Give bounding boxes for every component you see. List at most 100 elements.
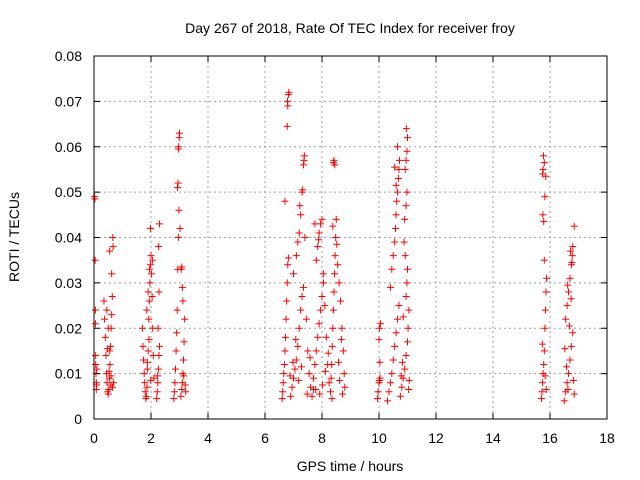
data-point (141, 388, 149, 396)
y-tick-label: 0 (74, 411, 82, 427)
data-point (405, 306, 413, 314)
data-point (109, 243, 117, 251)
data-point (329, 222, 337, 230)
data-point (93, 365, 101, 373)
data-point (403, 147, 411, 155)
data-point (300, 152, 308, 160)
data-points (91, 88, 578, 405)
data-point (568, 258, 576, 266)
data-point (403, 188, 411, 196)
data-point (391, 163, 399, 171)
data-point (283, 297, 291, 305)
data-point (540, 218, 548, 226)
data-point (284, 261, 292, 269)
data-point (278, 395, 286, 403)
data-point (154, 365, 162, 373)
data-point (337, 297, 345, 305)
data-point (294, 238, 302, 246)
data-point (376, 324, 384, 332)
data-point (139, 342, 147, 350)
data-point (331, 270, 339, 278)
data-point (296, 202, 304, 210)
data-point (154, 372, 162, 380)
data-point (153, 388, 161, 396)
data-point (386, 283, 394, 291)
data-point (401, 365, 409, 373)
data-point (92, 351, 100, 359)
data-point (539, 211, 547, 219)
data-point (394, 143, 402, 151)
data-point (145, 315, 153, 323)
x-tick-label: 2 (147, 430, 155, 446)
data-point (539, 165, 547, 173)
data-point (328, 342, 336, 350)
data-point (340, 370, 348, 378)
data-point (308, 392, 316, 400)
data-point (332, 234, 340, 241)
data-point (173, 329, 181, 337)
data-point (402, 156, 410, 164)
data-point (392, 181, 400, 189)
y-tick-label: 0.04 (55, 230, 82, 246)
data-point (318, 292, 326, 300)
data-point (539, 152, 547, 160)
data-point (143, 358, 151, 366)
data-point (155, 351, 163, 359)
y-tick-label: 0.02 (55, 320, 82, 336)
chart-title: Day 267 of 2018, Rate Of TEC Index for r… (185, 20, 515, 36)
data-point (299, 186, 307, 194)
data-point (297, 306, 305, 314)
data-point (91, 195, 99, 203)
data-point (563, 302, 571, 310)
data-point (102, 351, 110, 359)
x-tick-label: 10 (371, 430, 387, 446)
data-point (306, 354, 314, 362)
data-point (179, 356, 187, 364)
data-point (309, 374, 317, 382)
data-point (104, 324, 112, 332)
data-point (181, 315, 189, 323)
data-point (171, 379, 179, 387)
x-axis-label: GPS time / hours (297, 458, 404, 474)
data-point (91, 256, 99, 264)
data-point (302, 315, 310, 323)
data-point (540, 347, 548, 355)
data-point (92, 361, 100, 369)
data-point (283, 122, 291, 130)
data-point (391, 342, 399, 350)
data-point (329, 324, 337, 332)
y-axis-label: ROTI / TECUs (6, 192, 22, 282)
data-point (312, 386, 320, 394)
data-point (321, 367, 329, 375)
data-point (563, 363, 571, 371)
data-point (105, 386, 113, 394)
data-point (301, 234, 309, 241)
data-point (565, 370, 573, 378)
x-tick-label: 18 (599, 430, 615, 446)
data-point (177, 265, 185, 273)
data-point (144, 347, 152, 355)
data-point (538, 388, 546, 396)
data-point (283, 279, 291, 287)
data-point (174, 184, 182, 192)
data-point (140, 370, 148, 378)
data-point (156, 342, 164, 350)
data-point (339, 347, 347, 355)
data-point (146, 265, 154, 273)
data-point (394, 175, 402, 183)
data-point (317, 306, 325, 314)
data-point (174, 145, 182, 153)
data-point (328, 395, 336, 403)
data-point (103, 306, 111, 314)
data-point (404, 134, 411, 142)
data-point (330, 156, 338, 164)
data-point (311, 220, 319, 228)
data-point (398, 358, 406, 366)
data-point (154, 324, 162, 332)
data-point (172, 347, 180, 355)
data-point (565, 288, 573, 296)
data-point (182, 388, 190, 396)
data-point (332, 215, 340, 223)
data-point (402, 351, 410, 359)
